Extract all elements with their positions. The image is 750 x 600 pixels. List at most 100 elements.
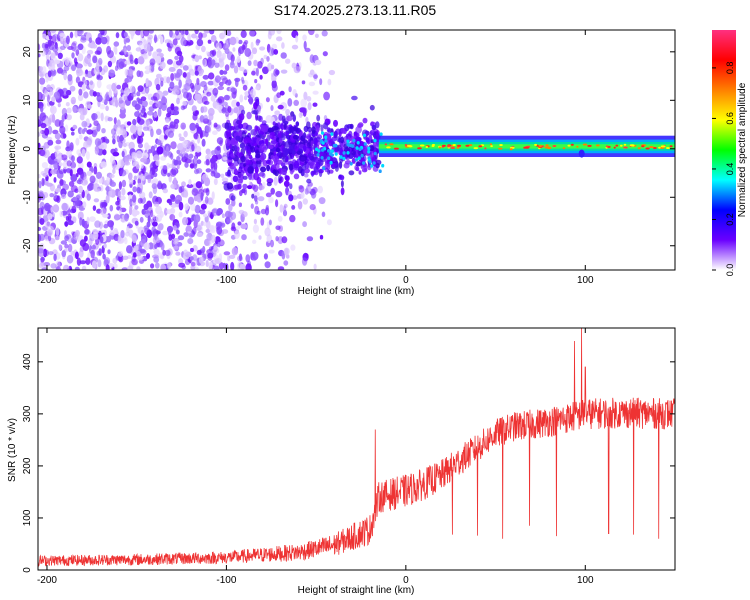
- heatmap-cell: [113, 228, 119, 235]
- heatmap-cell: [44, 127, 50, 136]
- heatmap-cell: [96, 188, 100, 193]
- heatmap-cell: [38, 226, 42, 231]
- heatmap-cell: [150, 209, 154, 218]
- heatmap-cell: [112, 257, 118, 264]
- heatmap-cell: [118, 250, 124, 257]
- heatmap-peak: [582, 143, 588, 146]
- heatmap-cell: [236, 55, 241, 63]
- heatmap-cell: [118, 139, 123, 149]
- heatmap-cell: [207, 39, 212, 44]
- heatmap-cell: [205, 260, 209, 267]
- heatmap-cell: [131, 258, 138, 266]
- heatmap-cell: [41, 177, 45, 187]
- heatmap-cell: [173, 240, 179, 245]
- heatmap-cell: [210, 234, 216, 243]
- heatmap-cell: [237, 172, 244, 180]
- heatmap-peak: [490, 145, 493, 148]
- heatmap-cell: [260, 208, 267, 215]
- heatmap-cell: [44, 202, 51, 212]
- heatmap-cell: [241, 188, 246, 194]
- heatmap-cell: [57, 52, 63, 59]
- heatmap-cell: [329, 160, 333, 165]
- heatmap-cell: [172, 225, 177, 231]
- heatmap-cell: [114, 65, 119, 71]
- heatmap-cell: [110, 155, 116, 164]
- heatmap-peak: [660, 145, 666, 148]
- heatmap-cell: [61, 202, 68, 211]
- heatmap-cell: [38, 190, 44, 195]
- heatmap-cell: [124, 237, 128, 245]
- heatmap-cell: [61, 107, 67, 116]
- heatmap-cell: [116, 119, 121, 128]
- heatmap-cell: [275, 236, 279, 242]
- heatmap-cell: [257, 196, 265, 202]
- heatmap-cell: [55, 227, 60, 237]
- heatmap-cell: [70, 174, 78, 182]
- heatmap-cell: [182, 100, 187, 106]
- heatmap-cell: [117, 190, 122, 199]
- heatmap-cell: [50, 153, 56, 160]
- heatmap-cell: [182, 152, 189, 160]
- heatmap-cell: [316, 153, 320, 157]
- heatmap-cell: [302, 145, 307, 152]
- heatmap-cell: [76, 156, 83, 164]
- heatmap-cell: [357, 123, 363, 128]
- heatmap-cell: [222, 70, 228, 75]
- heatmap-cell: [72, 124, 78, 130]
- heatmap-cell: [38, 43, 41, 51]
- heatmap-cell: [232, 184, 240, 191]
- heatmap-cell: [81, 265, 87, 270]
- heatmap-cell: [108, 69, 116, 77]
- heatmap-cell: [323, 91, 330, 101]
- heatmap-cell: [234, 145, 238, 152]
- heatmap-cell: [60, 154, 68, 161]
- heatmap-peak: [613, 146, 616, 149]
- heatmap-cell: [210, 170, 216, 177]
- heatmap-cell: [113, 213, 120, 221]
- heatmap-cell: [241, 79, 245, 84]
- heatmap-cell: [203, 114, 208, 122]
- x-tick-label: -200: [37, 275, 57, 286]
- heatmap-cell: [280, 52, 287, 59]
- heatmap-cell: [87, 42, 94, 48]
- heatmap-cell: [138, 143, 143, 149]
- heatmap-cell: [46, 229, 53, 237]
- heatmap-cell: [308, 81, 316, 87]
- snr-panel: -200 -100 0 100 0 100 200 300 400 Height of str…: [7, 327, 676, 596]
- heatmap-cell: [94, 146, 99, 155]
- heatmap-cell: [260, 217, 265, 226]
- heatmap-cell: [71, 52, 75, 59]
- heatmap-cell: [207, 252, 214, 259]
- heatmap-cell: [230, 60, 234, 66]
- heatmap-cell: [285, 108, 290, 116]
- heatmap-cell: [203, 30, 211, 34]
- heatmap-cell: [51, 69, 56, 75]
- heatmap-cell: [255, 98, 260, 107]
- heatmap-cell: [196, 159, 202, 165]
- heatmap-cell: [128, 154, 132, 162]
- heatmap-cell: [234, 77, 241, 82]
- heatmap-cell: [95, 37, 102, 45]
- heatmap-cell: [220, 239, 225, 246]
- heatmap-cell: [138, 135, 144, 144]
- heatmap-peak: [637, 147, 641, 150]
- heatmap-cell: [48, 158, 55, 165]
- heatmap-cell: [143, 43, 151, 53]
- heatmap-cell: [111, 128, 117, 136]
- heatmap-cell: [65, 146, 71, 152]
- heatmap-cell: [155, 101, 161, 108]
- heatmap-cell: [333, 119, 338, 127]
- heatmap-cell: [133, 245, 139, 252]
- heatmap-cell: [216, 221, 223, 228]
- heatmap-cell: [86, 161, 92, 168]
- heatmap-cell: [198, 32, 203, 40]
- heatmap-cell: [291, 44, 299, 50]
- heatmap-cell: [240, 223, 248, 230]
- heatmap-cell: [238, 202, 242, 208]
- heatmap-cell: [136, 97, 140, 102]
- heatmap-cell: [184, 203, 189, 211]
- heatmap-peak: [645, 147, 650, 150]
- heatmap-cell: [250, 203, 254, 209]
- heatmap-cell: [142, 155, 147, 164]
